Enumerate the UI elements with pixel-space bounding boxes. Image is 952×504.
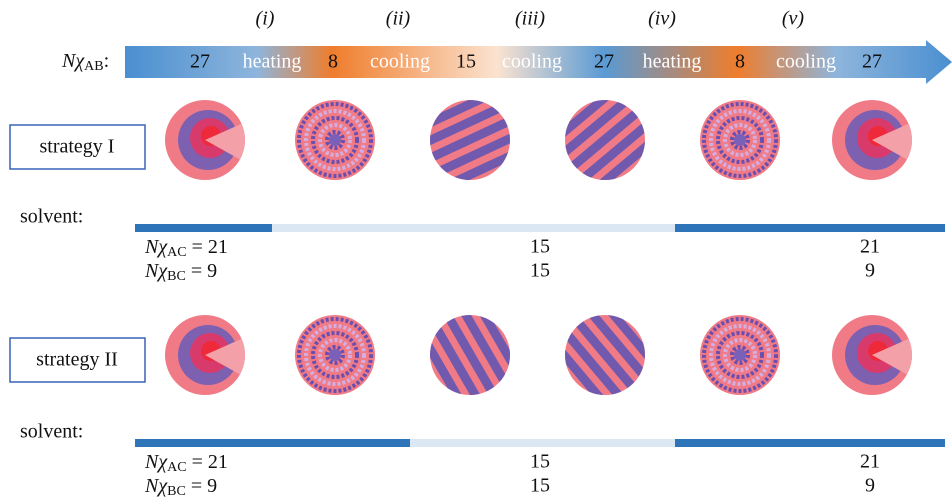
symbol-label: NχBC = 9 bbox=[144, 260, 217, 285]
step-label: (iii) bbox=[515, 8, 545, 30]
value: 21 bbox=[860, 451, 880, 473]
arrow-text: 8 bbox=[328, 51, 338, 73]
subscript: BC bbox=[167, 269, 186, 284]
step-label: (i) bbox=[256, 8, 275, 30]
arrow-text: 27 bbox=[862, 51, 882, 73]
sphere-pattern bbox=[400, 285, 541, 424]
sphere-pattern bbox=[845, 110, 917, 170]
value: 15 bbox=[530, 260, 550, 282]
sphere-pattern bbox=[533, 283, 678, 427]
strategy-name: strategy II bbox=[36, 349, 118, 371]
stripes bbox=[400, 285, 541, 424]
symbol: Nχ bbox=[61, 50, 85, 72]
solvent-label: solvent: bbox=[20, 206, 83, 228]
value: 21 bbox=[860, 236, 880, 258]
symbol-label: NχAB: bbox=[61, 50, 109, 75]
value: = 21 bbox=[192, 451, 228, 473]
symbol-label: NχBC = 9 bbox=[144, 475, 217, 500]
figure: (i)(ii)(iii)(iv)(v)NχAB:27heating8coolin… bbox=[0, 0, 952, 504]
morphology bbox=[402, 71, 537, 208]
step-label: (iv) bbox=[648, 8, 676, 30]
morphology bbox=[165, 100, 250, 180]
core bbox=[329, 349, 341, 361]
arrow-text: cooling bbox=[502, 51, 562, 73]
morphology bbox=[400, 285, 541, 424]
value: 9 bbox=[865, 260, 875, 282]
solvent-bar bbox=[410, 439, 675, 447]
morphology bbox=[533, 283, 678, 427]
morphology bbox=[533, 67, 677, 212]
arrow-text: heating bbox=[643, 51, 702, 73]
value: = 21 bbox=[192, 236, 228, 258]
sphere-pattern bbox=[533, 67, 677, 212]
core bbox=[734, 134, 746, 146]
arrow-text: 8 bbox=[735, 51, 745, 73]
core bbox=[329, 134, 341, 146]
subscript: AC bbox=[167, 460, 186, 475]
solvent-label: solvent: bbox=[20, 421, 83, 443]
solvent-bar bbox=[135, 439, 410, 447]
morphology bbox=[295, 100, 375, 180]
value: 15 bbox=[530, 475, 550, 497]
value: = 9 bbox=[191, 260, 217, 282]
morphology bbox=[832, 100, 917, 180]
solvent-bar bbox=[272, 224, 675, 232]
symbol: Nχ bbox=[144, 260, 168, 282]
morphology bbox=[832, 315, 917, 395]
arrow-text: 27 bbox=[594, 51, 614, 73]
symbol: Nχ bbox=[144, 475, 168, 497]
arrow-text: 15 bbox=[456, 51, 476, 73]
suffix: : bbox=[104, 50, 110, 72]
arrow-text: heating bbox=[243, 51, 302, 73]
step-label: (v) bbox=[782, 8, 805, 30]
symbol-label: NχAC = 21 bbox=[144, 451, 228, 476]
solvent-bar bbox=[675, 439, 945, 447]
value: 15 bbox=[530, 236, 550, 258]
stripes bbox=[533, 67, 677, 212]
arrow-text: 27 bbox=[190, 51, 210, 73]
morphology bbox=[295, 315, 375, 395]
value: 9 bbox=[865, 475, 875, 497]
symbol-label: NχAC = 21 bbox=[144, 236, 228, 261]
arrow-text: cooling bbox=[370, 51, 430, 73]
stripes bbox=[533, 283, 678, 427]
stripes bbox=[402, 71, 537, 208]
morphology bbox=[165, 315, 250, 395]
sphere-pattern bbox=[178, 325, 250, 385]
morphology bbox=[700, 315, 780, 395]
arrow-text: cooling bbox=[776, 51, 836, 73]
solvent-bar bbox=[135, 224, 272, 232]
strategy-name: strategy I bbox=[40, 136, 115, 158]
symbol: Nχ bbox=[144, 451, 168, 473]
solvent-bar bbox=[675, 224, 945, 232]
value: = 9 bbox=[191, 475, 217, 497]
morphology bbox=[700, 100, 780, 180]
sphere-pattern bbox=[402, 71, 537, 208]
sphere-pattern bbox=[845, 325, 917, 385]
symbol: Nχ bbox=[144, 236, 168, 258]
value: 15 bbox=[530, 451, 550, 473]
subscript: AC bbox=[167, 245, 186, 260]
core bbox=[734, 349, 746, 361]
subscript: BC bbox=[167, 484, 186, 499]
step-label: (ii) bbox=[386, 8, 411, 30]
sphere-pattern bbox=[178, 110, 250, 170]
subscript: AB bbox=[84, 59, 103, 74]
